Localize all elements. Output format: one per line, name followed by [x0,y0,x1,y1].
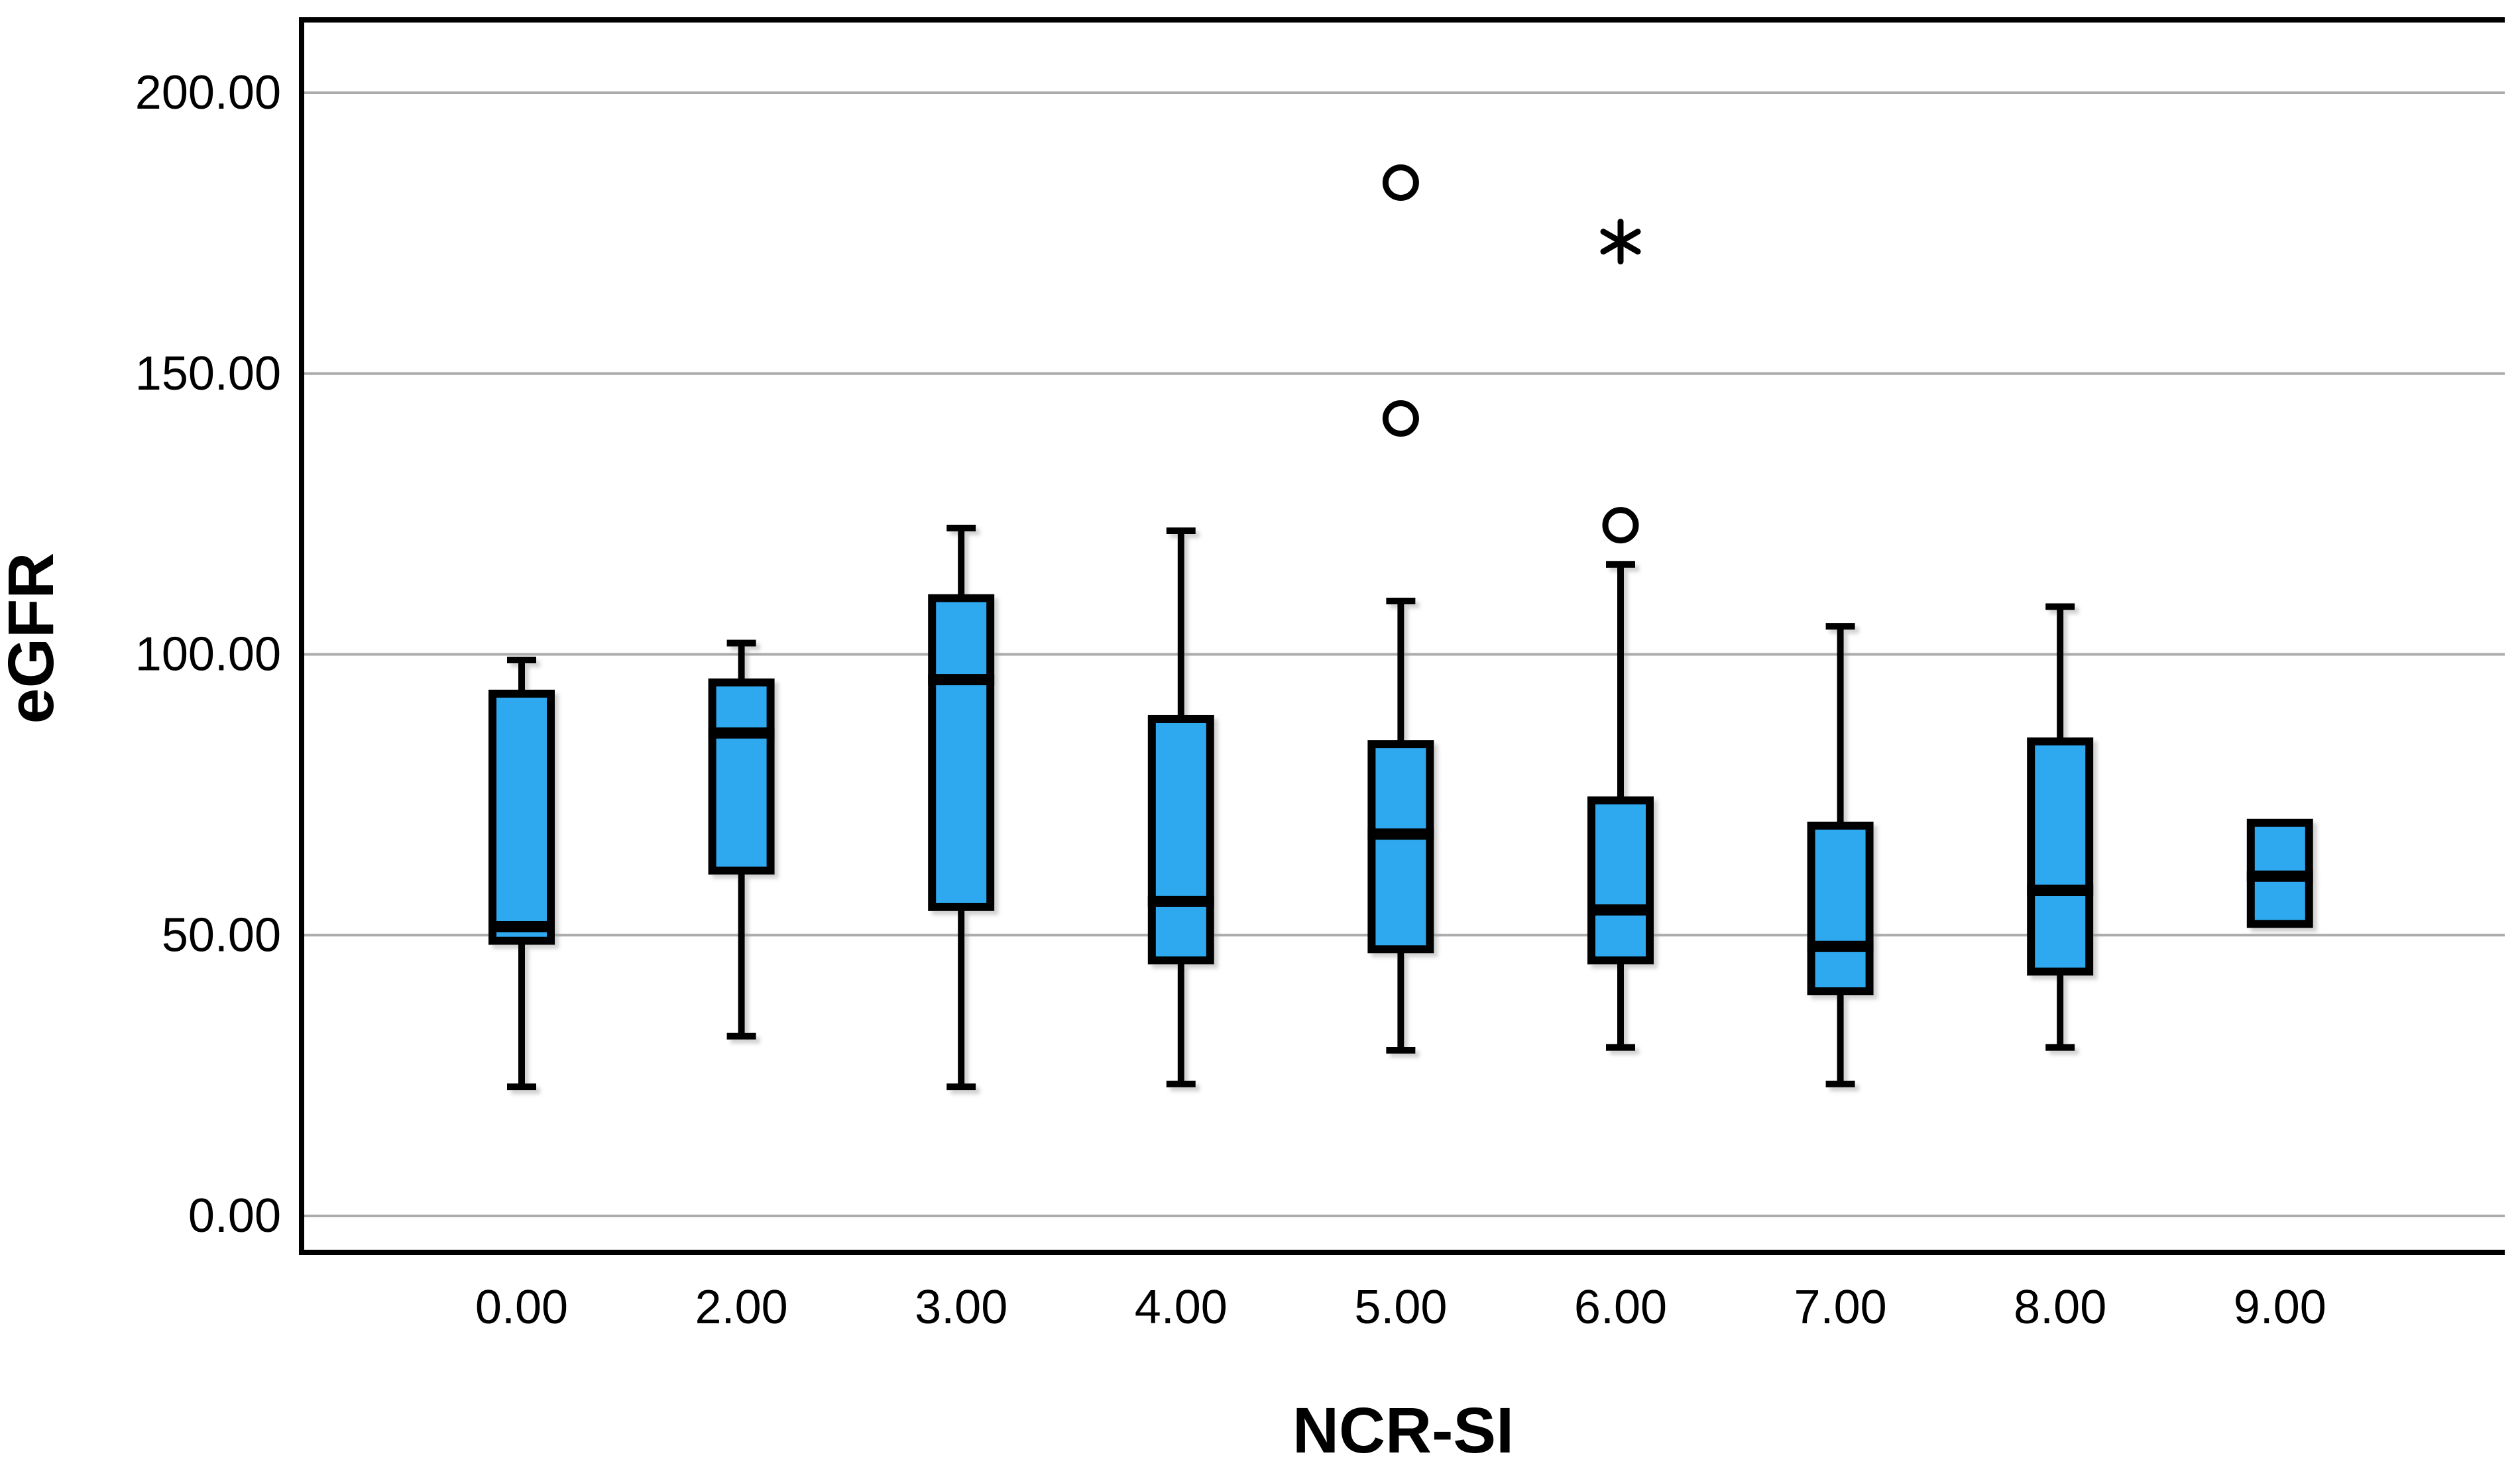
iqr-box [708,678,775,875]
iqr-box [1587,796,1654,965]
y-tick-label: 150.00 [135,347,281,400]
iqr-box [1147,714,1214,965]
asterisk-stroke [1600,229,1641,255]
y-tick-labels: 0.00 50.00 100.00 150.00 200.00 [135,66,281,1242]
iqr-box [2027,737,2094,976]
box-group [2027,603,2094,1051]
iqr-box [1807,821,1874,996]
box-group [2246,818,2313,928]
outlier-markers [1382,164,1641,544]
iqr-box [1367,740,1434,954]
x-axis-title: NCR-SI [1292,1394,1514,1466]
y-tick-label: 50.00 [162,908,281,961]
x-tick-label: 8.00 [2014,1281,2106,1334]
outlier-circle [1382,164,1419,201]
x-tick-label: 3.00 [915,1281,1007,1334]
extreme-outlier-asterisk [1600,219,1641,265]
box-group [928,524,995,1091]
x-tick-label: 6.00 [1574,1281,1667,1334]
x-tick-label: 2.00 [695,1281,788,1334]
box-group [1587,561,1654,1051]
box-group [708,639,775,1040]
y-tick-label: 0.00 [188,1189,281,1242]
box-group [1147,527,1214,1087]
boxplot-boxes [488,524,2313,1091]
x-tick-label: 4.00 [1135,1281,1228,1334]
plot-frame [299,17,2505,1255]
x-tick-label: 0.00 [475,1281,568,1334]
box-group [1367,597,1434,1054]
iqr-box [928,594,995,911]
x-tick-label: 9.00 [2234,1281,2326,1334]
y-axis-title: eGFR [0,553,67,724]
x-tick-label: 7.00 [1794,1281,1887,1334]
outlier-circle [1602,507,1639,544]
y-gridlines [304,91,2505,1217]
x-tick-label: 5.00 [1354,1281,1447,1334]
box-group [488,656,555,1091]
y-tick-label: 200.00 [135,66,281,119]
iqr-box [488,689,555,945]
y-tick-label: 100.00 [135,628,281,681]
outlier-circle [1382,400,1419,437]
x-tick-labels: 0.00 2.00 3.00 4.00 5.00 6.00 7.00 8.00 9.00 [475,1281,2326,1334]
box-group [1807,623,1874,1087]
